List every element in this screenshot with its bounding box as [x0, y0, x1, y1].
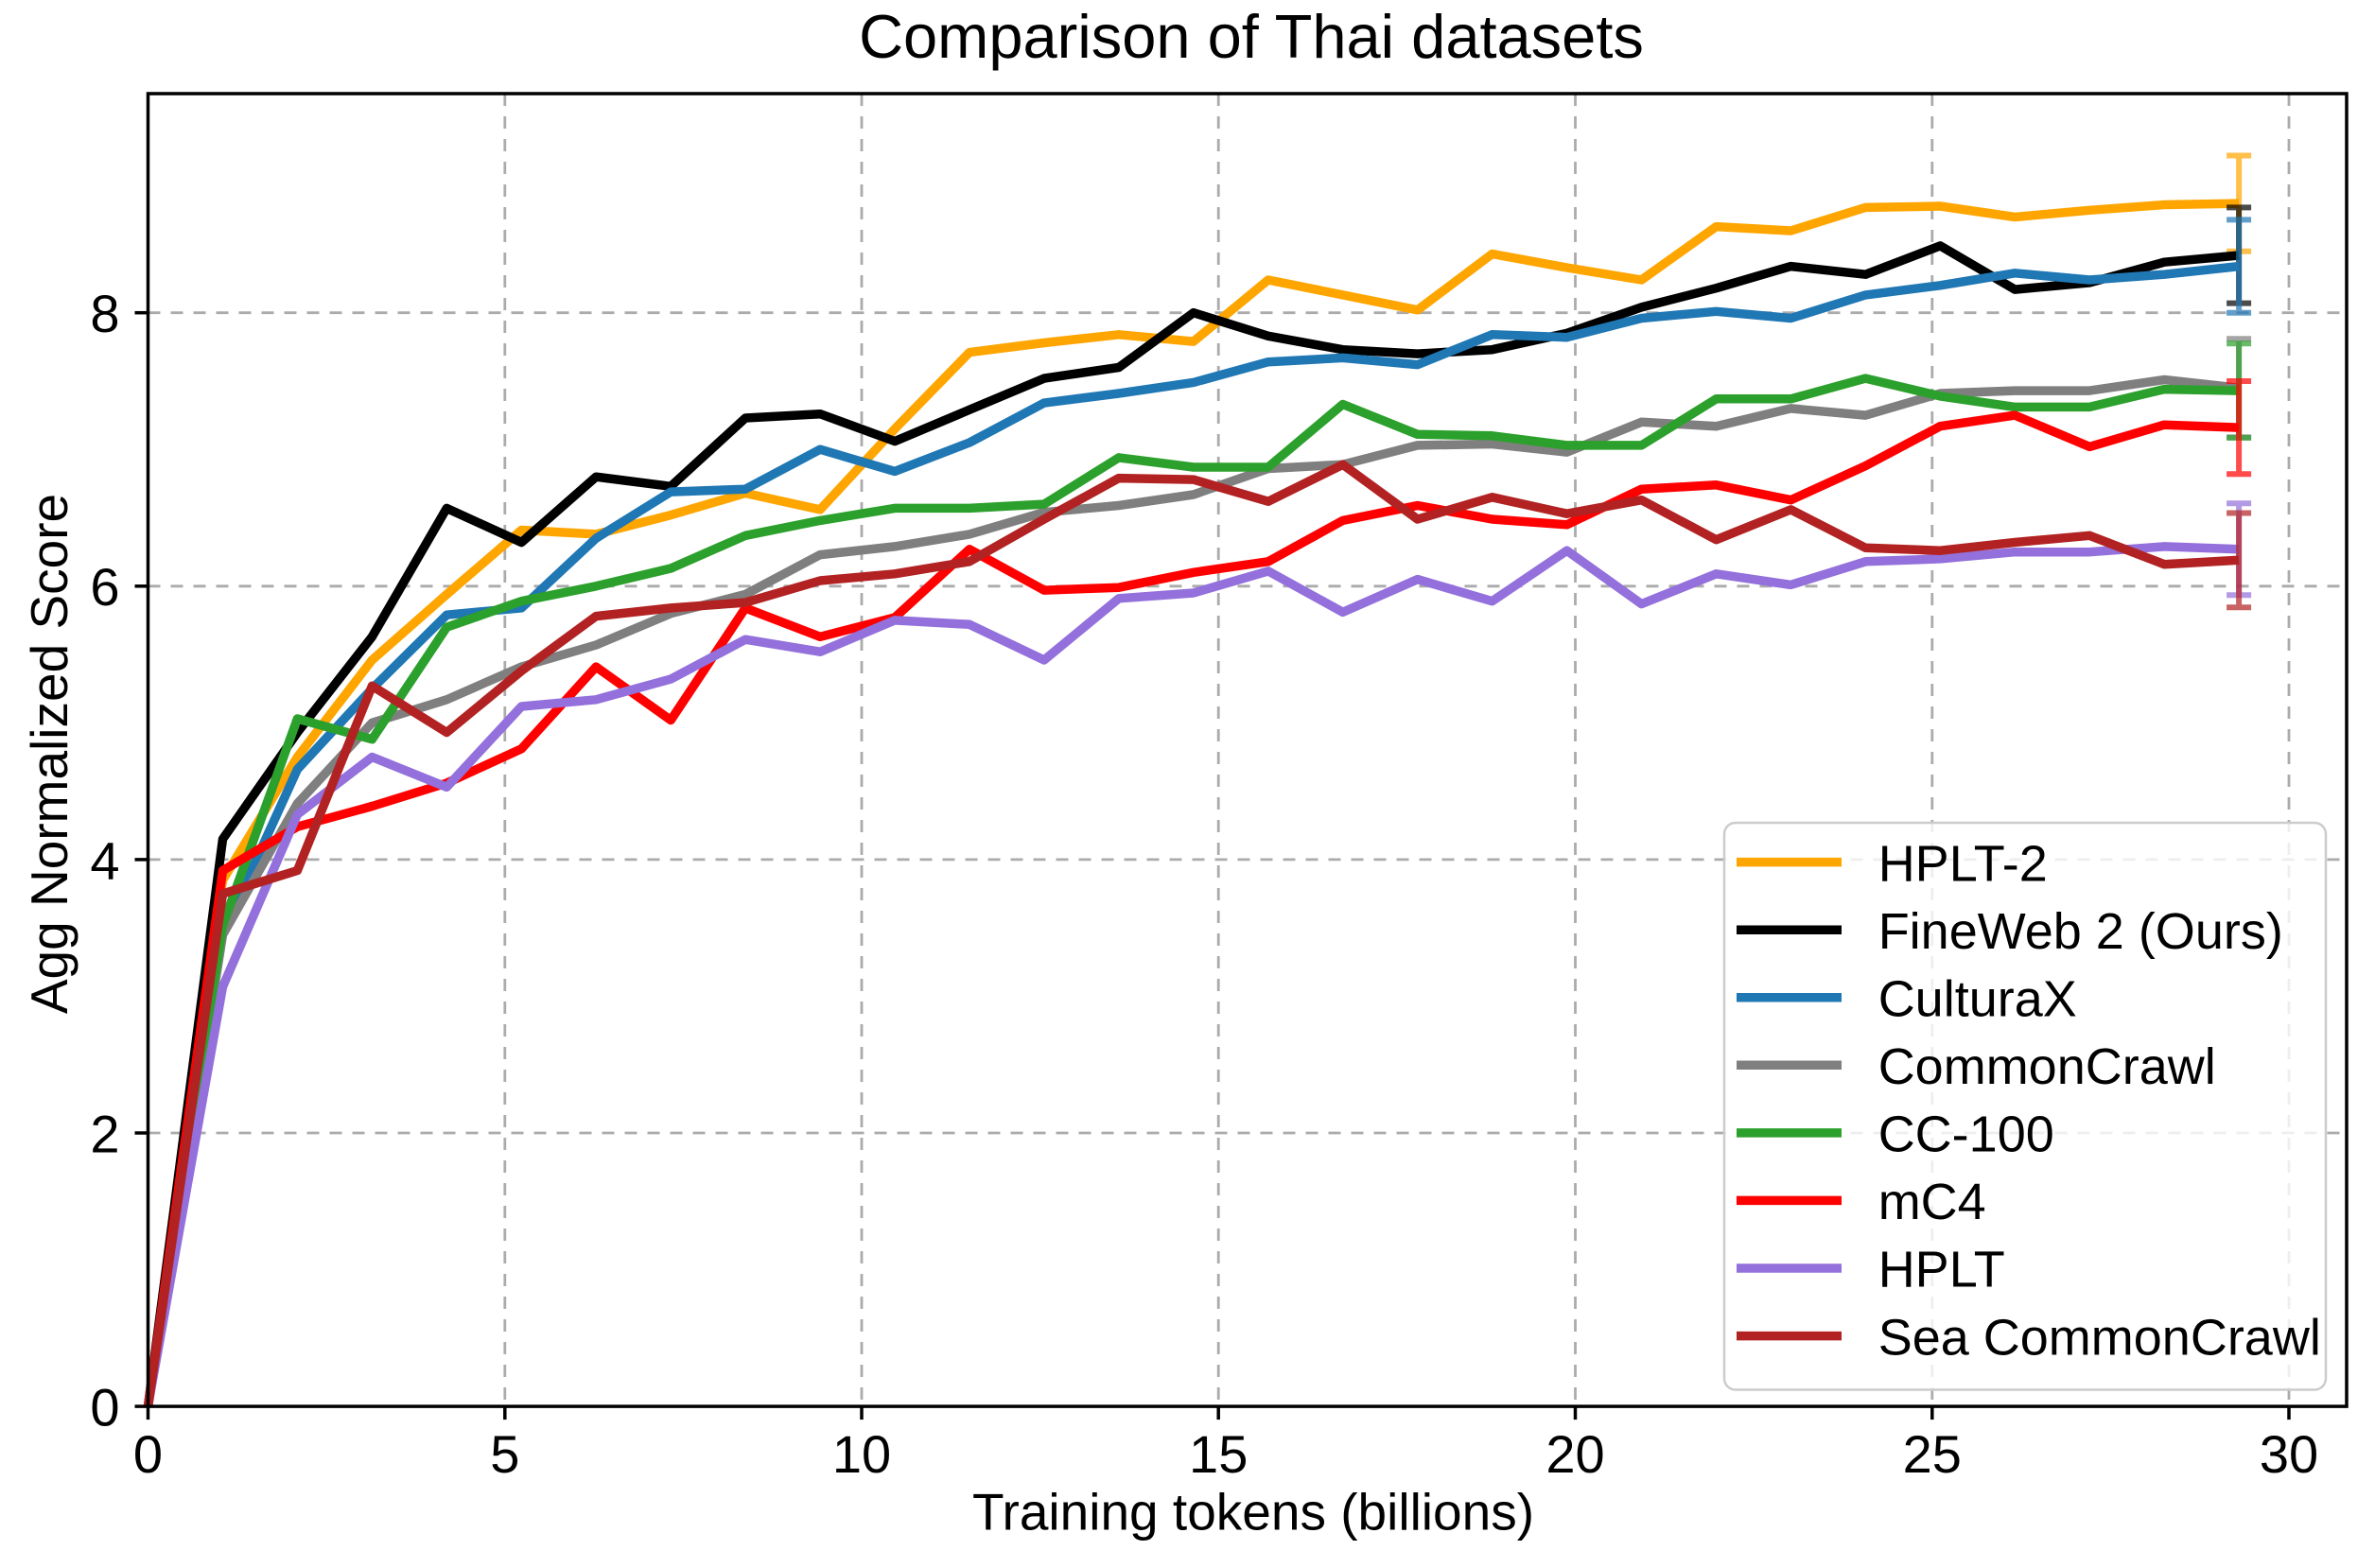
svg-text:15: 15 [1189, 1424, 1248, 1484]
svg-text:Sea CommonCrawl: Sea CommonCrawl [1878, 1309, 2321, 1366]
svg-text:FineWeb 2 (Ours): FineWeb 2 (Ours) [1878, 903, 2283, 960]
svg-text:HPLT: HPLT [1878, 1242, 2005, 1298]
svg-text:HPLT-2: HPLT-2 [1878, 835, 2048, 892]
svg-text:10: 10 [832, 1424, 891, 1484]
svg-text:25: 25 [1903, 1424, 1962, 1484]
svg-text:CulturaX: CulturaX [1878, 970, 2077, 1027]
svg-text:mC4: mC4 [1878, 1174, 1986, 1230]
svg-text:Agg Normalized Score: Agg Normalized Score [20, 494, 79, 1014]
svg-text:CC-100: CC-100 [1878, 1106, 2054, 1163]
svg-text:Training tokens (billions): Training tokens (billions) [972, 1483, 1534, 1542]
svg-text:Comparison of Thai datasets: Comparison of Thai datasets [859, 2, 1644, 71]
svg-text:8: 8 [90, 284, 119, 343]
svg-text:2: 2 [90, 1104, 119, 1163]
svg-text:5: 5 [490, 1424, 519, 1484]
svg-text:6: 6 [90, 557, 119, 617]
svg-text:30: 30 [2260, 1424, 2318, 1484]
svg-text:20: 20 [1545, 1424, 1604, 1484]
svg-text:4: 4 [90, 830, 119, 890]
svg-text:0: 0 [133, 1424, 163, 1484]
svg-text:0: 0 [90, 1378, 119, 1437]
svg-text:CommonCrawl: CommonCrawl [1878, 1038, 2216, 1095]
